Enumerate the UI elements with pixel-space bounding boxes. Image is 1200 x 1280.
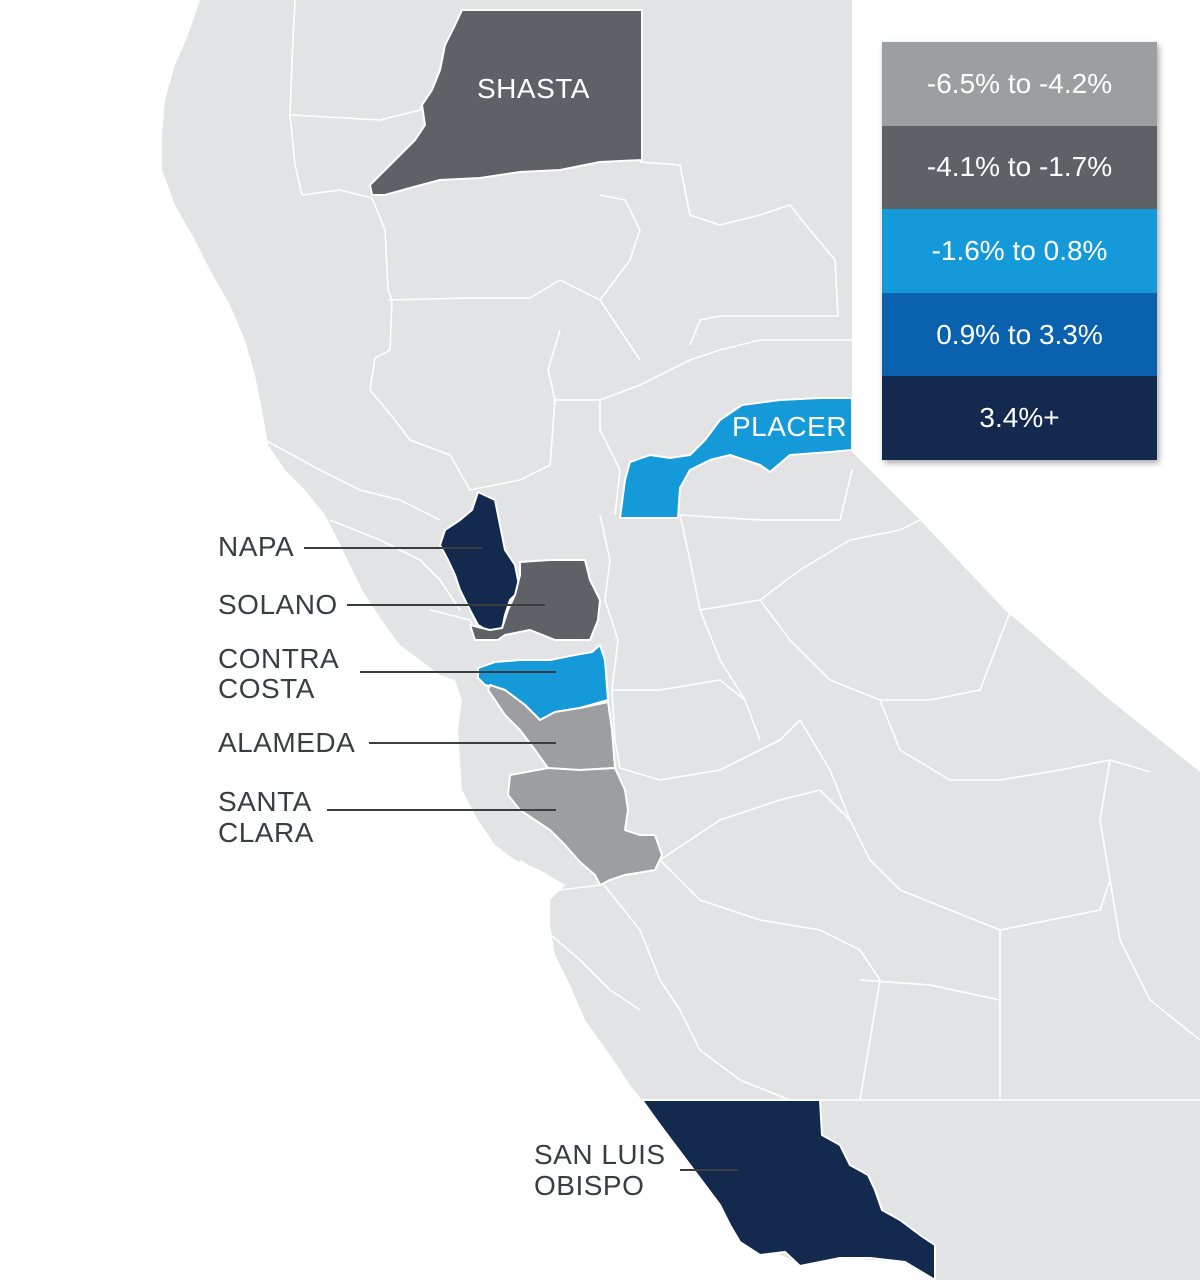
label-shasta: SHASTA — [477, 73, 590, 104]
label-placer: PLACER — [732, 411, 847, 442]
california-landmass — [162, 0, 1200, 1280]
leader-lines — [304, 547, 738, 1171]
label-contra-costa-line2: COSTA — [218, 673, 315, 704]
label-san-luis-obispo-line2: OBISPO — [534, 1170, 644, 1201]
label-solano: SOLANO — [218, 589, 338, 620]
label-san-luis-obispo-line1: SAN LUIS — [534, 1139, 666, 1170]
county-shasta — [369, 9, 643, 196]
legend-label: 3.4%+ — [979, 402, 1060, 434]
legend-item-range-5: 3.4%+ — [882, 376, 1157, 460]
label-napa: NAPA — [218, 531, 294, 562]
legend-label: -1.6% to 0.8% — [931, 234, 1108, 266]
label-santa-clara-line2: CLARA — [218, 817, 314, 848]
county-santa-clara — [507, 767, 663, 886]
legend-label: -4.1% to -1.7% — [926, 151, 1113, 183]
legend-label: -6.5% to -4.2% — [926, 67, 1113, 99]
legend-item-range-4: 0.9% to 3.3% — [882, 292, 1157, 377]
label-santa-clara-line1: SANTA — [218, 786, 312, 817]
legend-item-range-1: -6.5% to -4.2% — [882, 42, 1157, 126]
county-placer — [619, 397, 853, 519]
county-boundaries — [264, 0, 1200, 1101]
legend-item-range-2: -4.1% to -1.7% — [882, 125, 1157, 210]
label-alameda: ALAMEDA — [218, 727, 355, 758]
county-san-luis-obispo — [641, 1099, 936, 1280]
legend-item-range-3: -1.6% to 0.8% — [882, 209, 1157, 293]
label-contra-costa-line1: CONTRA — [218, 643, 339, 674]
legend: -6.5% to -4.2% -4.1% to -1.7% -1.6% to 0… — [882, 42, 1157, 460]
legend-label: 0.9% to 3.3% — [936, 318, 1103, 350]
county-solano — [469, 559, 601, 641]
